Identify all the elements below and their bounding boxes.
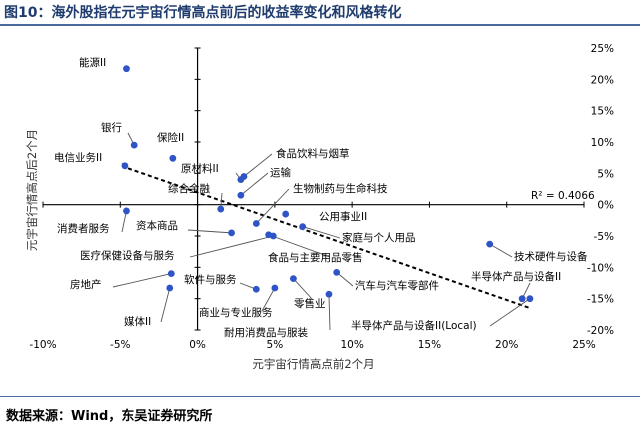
data-point-label: 综合金融 [168, 182, 210, 195]
y-tick-label: -5% [594, 231, 614, 243]
data-point-label: 房地产 [70, 278, 102, 291]
x-tick-label: 0% [189, 339, 206, 351]
data-point [282, 210, 290, 218]
data-point [325, 290, 333, 298]
footer-divider [0, 396, 640, 397]
data-point-label: 汽车与汽车零部件 [355, 279, 439, 292]
y-tick-label: 0% [597, 200, 614, 212]
leader-line [336, 272, 354, 287]
data-point-label: 食品与主要用品零售 [268, 251, 363, 264]
data-point [518, 295, 526, 303]
data-point [121, 162, 129, 170]
data-point [486, 240, 494, 248]
leader-line [189, 235, 274, 258]
x-tick-label: -10% [29, 339, 56, 351]
data-point [123, 207, 130, 215]
leader-line [121, 210, 127, 233]
data-point [166, 284, 174, 292]
leader-line [293, 278, 314, 301]
x-tick-label: 5% [267, 339, 284, 351]
data-point-label: 软件与服务 [184, 273, 237, 286]
data-point [167, 270, 175, 277]
leader-line [302, 226, 341, 239]
data-point-label: 耐用消费品与服装 [224, 326, 308, 339]
y-tick-label: 5% [597, 168, 614, 180]
x-tick-label: 25% [572, 339, 595, 351]
leader-line [255, 188, 290, 224]
data-point-label: 食品饮料与烟草 [276, 147, 350, 160]
data-point-label: 零售业 [294, 297, 326, 310]
trendline [127, 167, 531, 310]
y-tick-label: 10% [591, 137, 614, 149]
data-point [265, 231, 273, 239]
scatter-chart: -10% -5% 0% 5% 10% 15% 20% 25% 25% 20% 15% 10% 5% 0% -… [25, 43, 614, 371]
data-point [237, 191, 245, 199]
y-tick-label: -10% [587, 262, 614, 274]
y-tick-label: 25% [591, 43, 614, 55]
leader-line [489, 298, 531, 327]
y-tick-label: 15% [591, 106, 614, 118]
data-point-label: 半导体产品与设备II [471, 270, 561, 283]
data-point-label: 公用事业II [319, 210, 367, 223]
data-point-label: 消费者服务 [57, 222, 110, 235]
data-point-label: 资本商品 [136, 219, 178, 232]
data-point [217, 205, 225, 213]
leader-line [489, 243, 513, 258]
x-tick-label: -5% [110, 339, 130, 351]
source-note: 数据来源：Wind，东吴证券研究所 [6, 409, 213, 424]
figure-header: 图10：海外股指在元宇宙行情高点前后的收益率变化和风格转化 [0, 0, 640, 26]
leader-line [160, 287, 171, 323]
y-tick-label: -15% [587, 294, 614, 306]
data-point [526, 295, 534, 303]
data-point [252, 285, 260, 293]
leader-line [243, 153, 273, 177]
x-tick-label: 15% [418, 339, 441, 351]
data-point [123, 65, 130, 73]
y-tick-label: -20% [587, 325, 614, 337]
data-point-label: 电信业务II [54, 151, 102, 164]
data-point [290, 275, 297, 283]
y-tick-label: 20% [591, 74, 614, 86]
data-point [252, 220, 260, 227]
data-point-label: 商业与专业服务 [199, 306, 273, 319]
data-point-label: 运输 [270, 166, 291, 179]
data-point-label: 家庭与个人用品 [342, 231, 416, 244]
data-point-label: 保险II [157, 131, 184, 144]
leader-line [240, 172, 269, 196]
x-tick-label: 20% [495, 339, 518, 351]
r-squared-label: R² = 0.4066 [531, 190, 595, 202]
data-point-label: 媒体II [124, 315, 151, 328]
data-point [130, 141, 138, 149]
data-point-label: 生物制药与生命科技 [293, 182, 388, 195]
x-axis-title: 元宇宙行情高点前2个月 [252, 357, 374, 371]
data-point-label: 技术硬件与设备 [514, 250, 588, 263]
leader-line [328, 294, 331, 331]
data-point [228, 229, 235, 237]
leader-line [187, 229, 232, 234]
data-point [299, 223, 307, 231]
leader-line [112, 273, 172, 288]
data-point-label: 银行 [101, 121, 122, 134]
x-tick-label: 10% [340, 339, 363, 351]
data-point-label: 医疗保健设备与服务 [80, 249, 175, 262]
data-point [169, 154, 177, 162]
data-point-label: 原材料II [181, 162, 219, 175]
leader-line [261, 287, 276, 312]
data-point [271, 284, 279, 292]
leader-line [268, 234, 331, 258]
data-point [333, 268, 341, 276]
data-point-label: 能源II [79, 56, 106, 69]
data-point [240, 173, 248, 180]
figure-title: 图10：海外股指在元宇宙行情高点前后的收益率变化和风格转化 [4, 5, 402, 21]
data-point-label: 半导体产品与设备II(Local) [351, 319, 477, 332]
y-axis-title: 元宇宙行情高点后2个月 [25, 129, 39, 251]
